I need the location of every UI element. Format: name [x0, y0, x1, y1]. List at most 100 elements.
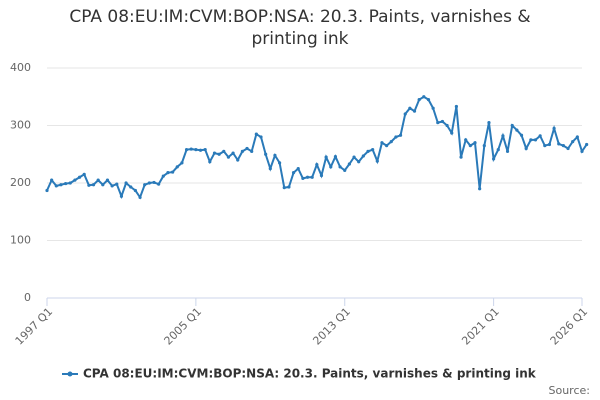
point	[291, 171, 296, 175]
point	[408, 106, 412, 110]
point	[487, 121, 491, 125]
point	[268, 167, 272, 171]
point	[468, 144, 472, 148]
point	[73, 178, 77, 182]
point	[64, 181, 68, 186]
point	[143, 183, 147, 187]
point	[166, 171, 170, 175]
x-tick-label: 2021 Q1	[459, 305, 502, 348]
point	[445, 123, 449, 128]
point	[385, 144, 389, 148]
point	[403, 112, 407, 116]
point	[380, 141, 384, 145]
y-tick-label: 400	[10, 61, 31, 74]
x-tick-label: 1997 Q1	[13, 305, 56, 348]
point	[101, 183, 105, 187]
point	[208, 160, 212, 164]
series-line	[46, 95, 588, 200]
point	[389, 140, 393, 144]
point	[538, 134, 542, 138]
point	[250, 149, 254, 153]
point	[524, 146, 528, 151]
point	[436, 121, 440, 125]
y-tick-label: 100	[10, 234, 31, 247]
point	[264, 152, 268, 156]
point	[426, 98, 431, 102]
point	[398, 133, 403, 137]
chart-title: CPA 08:EU:IM:CVM:BOP:NSA: 20.3. Paints, …	[69, 7, 531, 49]
point	[580, 149, 584, 153]
point	[133, 188, 137, 193]
point	[394, 135, 398, 139]
point	[240, 149, 244, 153]
point	[464, 138, 468, 142]
point	[217, 152, 221, 156]
point	[152, 180, 156, 185]
point	[561, 144, 565, 148]
point	[226, 155, 231, 159]
point	[231, 151, 235, 155]
point	[194, 148, 198, 152]
point	[45, 188, 49, 193]
point	[77, 175, 82, 179]
point	[533, 138, 538, 142]
point	[459, 155, 463, 159]
point	[315, 163, 319, 167]
point	[59, 183, 63, 187]
legend-marker	[67, 371, 73, 377]
y-tick-label: 200	[10, 176, 31, 189]
point	[157, 182, 161, 186]
point	[357, 160, 361, 164]
point	[422, 95, 426, 99]
point	[450, 131, 454, 135]
x-tick-label: 2005 Q1	[162, 305, 205, 348]
point	[519, 133, 524, 137]
point	[417, 98, 421, 102]
point	[50, 178, 54, 182]
point	[496, 148, 500, 152]
point	[96, 178, 100, 182]
point	[180, 161, 184, 165]
point	[515, 128, 519, 132]
point	[347, 162, 351, 166]
point	[571, 140, 575, 144]
point	[138, 195, 142, 199]
point	[492, 157, 496, 161]
point	[282, 186, 286, 190]
point	[361, 154, 365, 158]
point	[338, 165, 342, 169]
point	[203, 148, 207, 152]
y-tick-label: 300	[10, 119, 31, 132]
x-tick-label: 2026 Q1	[548, 305, 591, 348]
point	[236, 158, 240, 162]
point	[557, 142, 561, 146]
point	[431, 106, 435, 110]
point	[324, 155, 328, 159]
point	[68, 181, 72, 185]
point	[366, 149, 370, 153]
point	[375, 159, 379, 163]
point	[278, 161, 282, 165]
point	[310, 175, 314, 179]
point	[287, 185, 291, 189]
point	[254, 132, 258, 136]
point	[585, 142, 589, 147]
point	[184, 148, 189, 152]
point	[296, 167, 300, 171]
y-tick-label: 0	[24, 291, 31, 304]
point	[529, 138, 533, 142]
point	[319, 173, 324, 178]
point	[473, 141, 477, 145]
point	[222, 149, 226, 153]
point	[510, 123, 514, 128]
point	[189, 147, 193, 151]
point	[412, 109, 417, 113]
point	[105, 178, 110, 182]
point	[54, 184, 58, 188]
point	[245, 146, 249, 151]
point	[575, 135, 579, 139]
point	[119, 194, 124, 198]
point	[482, 144, 486, 148]
source: Source:	[549, 384, 591, 397]
